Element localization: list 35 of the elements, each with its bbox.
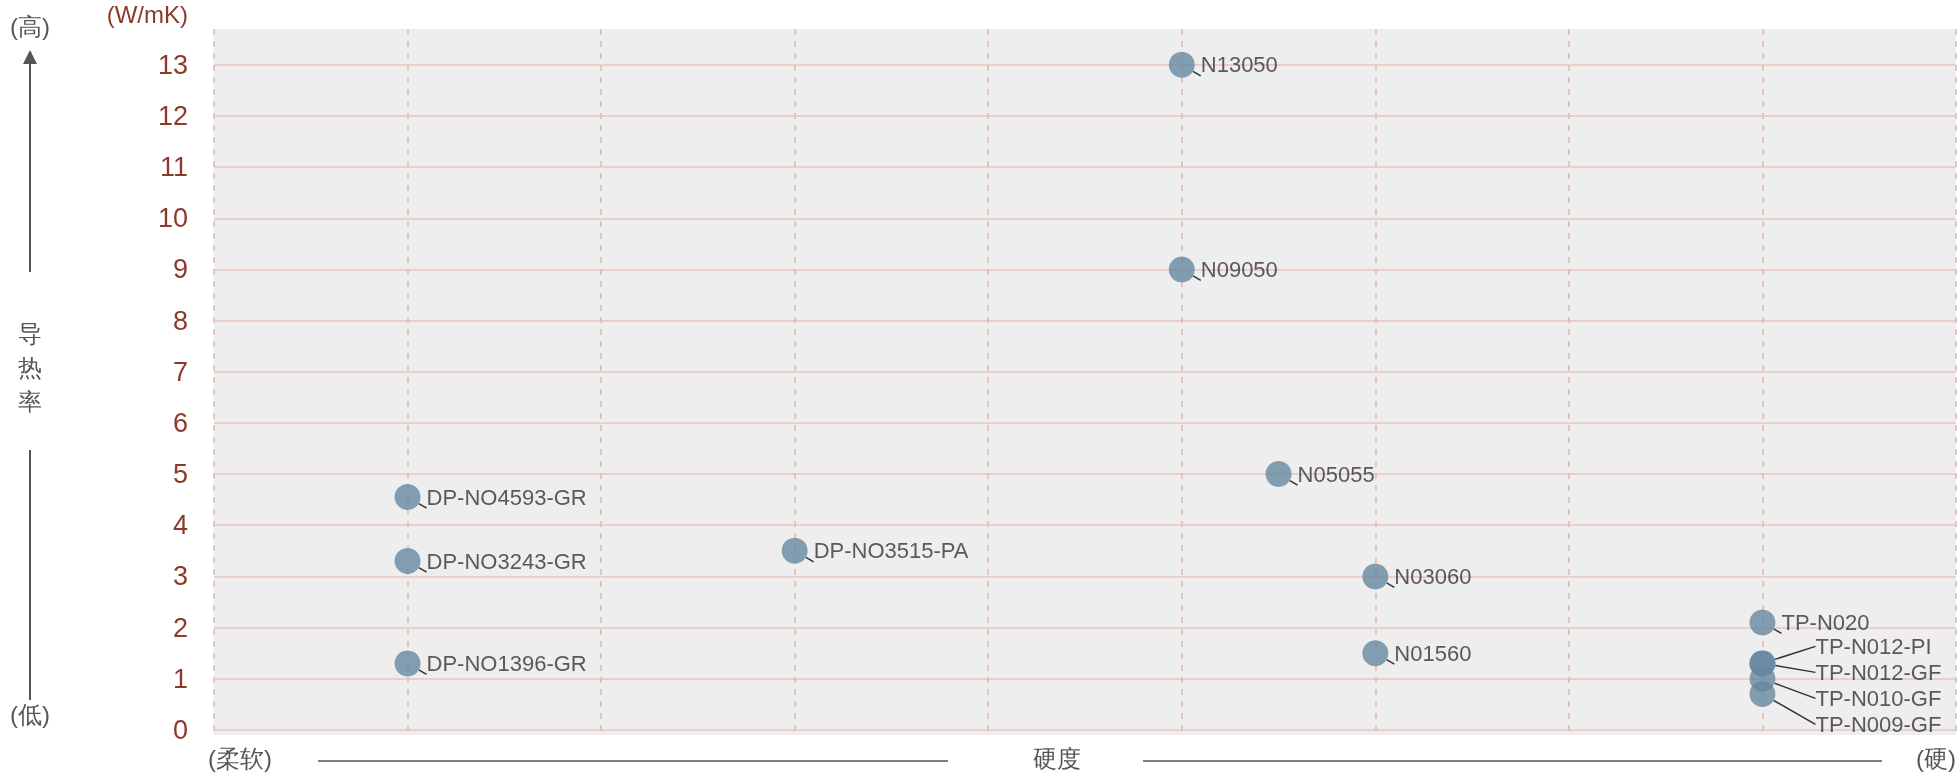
series-label: TP-N020 [1781,609,1870,635]
series-label: N01560 [1394,640,1472,666]
y-tick-label: 5 [172,459,188,490]
y-tick-label: 6 [172,407,188,438]
series-label: TP-N012-GF [1815,659,1942,685]
series-label: DP-NO4593-GR [426,484,587,510]
series-label: N13050 [1200,52,1278,78]
y-tick-label: 0 [172,714,188,745]
y-tick-label: 8 [172,305,188,336]
text: (柔软) [208,744,272,772]
series-label: TP-N009-GF [1815,711,1942,737]
series-label: DP-NO3515-PA [813,538,969,564]
y-tick-label: 12 [157,100,188,131]
series-label: TP-N012-PI [1815,633,1932,659]
y-axis-title: 导热率 [18,319,42,415]
y-tick-label: 13 [157,49,188,80]
y-tick-label: 1 [172,663,188,694]
y-tick-label: 11 [159,152,188,183]
series-label: DP-NO1396-GR [426,650,587,676]
series-label: N03060 [1394,563,1472,589]
text: (硬) [1916,744,1956,772]
text: (W/mK) [106,0,188,28]
text: (低) [10,700,50,728]
y-tick-label: 3 [172,561,188,592]
series-label: DP-NO3243-GR [426,548,587,574]
series-label: N05055 [1297,461,1375,487]
series-label: TP-N010-GF [1815,685,1942,711]
y-tick-label: 10 [157,203,188,234]
text: (高) [10,12,50,40]
y-tick-label: 7 [172,356,188,387]
series-label: N09050 [1200,256,1278,282]
x-axis-title: 硬度 [1033,744,1081,772]
y-tick-label: 4 [172,510,188,541]
y-tick-label: 9 [172,254,188,285]
y-tick-label: 2 [172,612,188,643]
